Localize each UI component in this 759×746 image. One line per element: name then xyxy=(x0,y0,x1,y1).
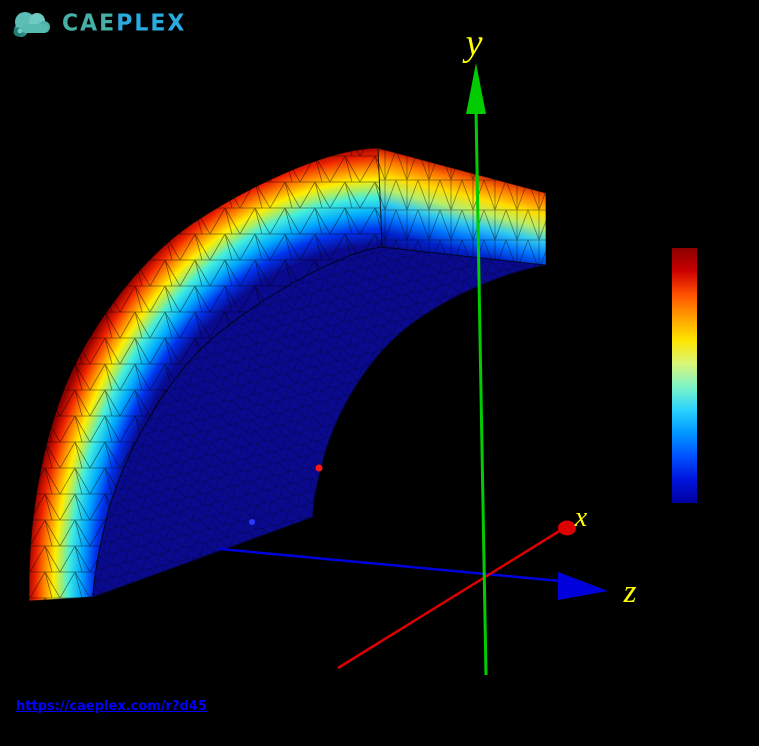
axis-label-y: y xyxy=(462,22,483,64)
colorbar xyxy=(672,248,697,503)
cloud-icon xyxy=(8,8,54,40)
axis-triad xyxy=(219,63,608,676)
share-link[interactable]: https://caeplex.com/r?d45 xyxy=(16,699,207,714)
logo-wordmark: CAEPLEX xyxy=(62,12,186,35)
y-axis-arrow-icon xyxy=(466,63,486,114)
blue-point-marker xyxy=(249,519,255,525)
logo-text-plex: PLEX xyxy=(116,10,187,37)
axis-label-x: x xyxy=(574,502,588,533)
red-point-marker xyxy=(315,464,323,472)
x-axis-arrow-icon xyxy=(558,520,576,536)
y-axis-line xyxy=(474,109,488,676)
model-top-face-mesh xyxy=(378,148,546,265)
logo-text-cae: CAE xyxy=(62,10,117,37)
z-axis-line xyxy=(219,547,561,583)
model-front-face-mesh xyxy=(28,148,382,601)
x-axis-line xyxy=(337,528,562,670)
caeplex-logo[interactable]: CAEPLEX xyxy=(8,8,186,40)
fem-model[interactable] xyxy=(28,147,547,602)
z-axis-arrow-icon xyxy=(558,572,608,600)
axis-label-z: z xyxy=(623,574,637,610)
model-inner-surface-mesh xyxy=(93,247,546,597)
